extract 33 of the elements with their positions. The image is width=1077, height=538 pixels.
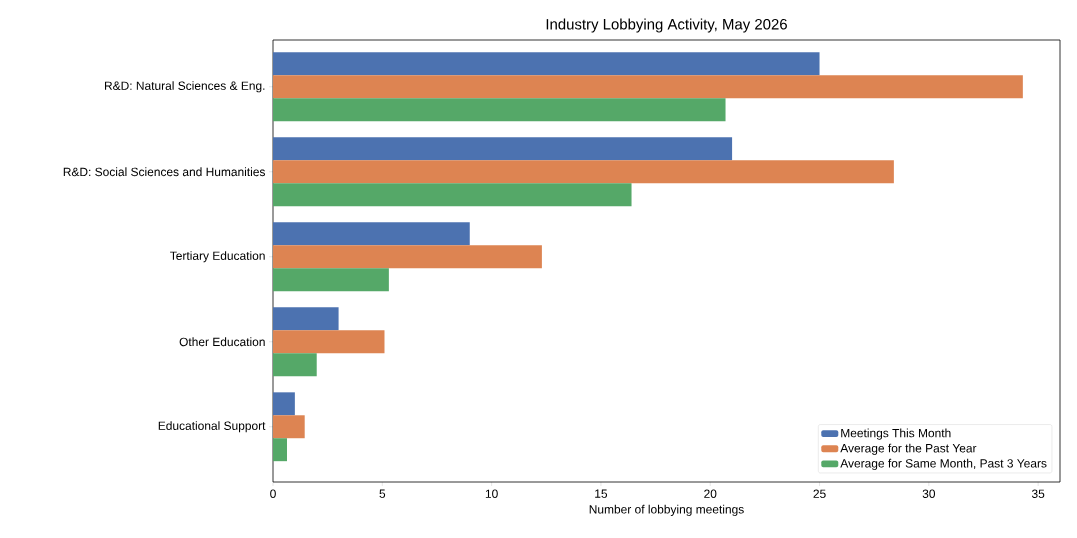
x-tick-label: 30	[922, 489, 936, 498]
bar	[273, 183, 632, 207]
y-tick-label: Tertiary Education	[170, 251, 265, 263]
x-tick-label: 0	[270, 489, 276, 498]
y-tick-label: Other Education	[179, 337, 265, 347]
legend-label: Average for Same Month, Past 3 Years	[840, 458, 1047, 470]
x-tick-label: 20	[704, 489, 717, 498]
x-tick-label: 15	[595, 489, 608, 498]
x-axis-title: Number of lobbying meetings	[589, 504, 744, 516]
x-tick-label: 25	[813, 489, 826, 498]
x-tick-label: 35	[1031, 489, 1045, 498]
bar	[273, 75, 1023, 99]
legend-label: Meetings This Month	[841, 428, 951, 440]
bar	[273, 222, 470, 246]
y-tick-label: Educational Support	[158, 421, 266, 433]
bar	[273, 52, 820, 76]
y-tick-label: R&D: Natural Sciences & Eng.	[105, 81, 265, 93]
legend-label: Average for the Past Year	[840, 443, 977, 455]
bar	[273, 438, 287, 462]
y-tick-label: R&D: Social Sciences and Humanities	[63, 167, 266, 177]
chart-title: Industry Lobbying Activity, May 2026	[546, 18, 787, 33]
bar	[273, 137, 733, 161]
bar	[273, 392, 295, 416]
bar	[273, 268, 389, 292]
x-tick-label: 10	[485, 489, 498, 498]
bar	[273, 160, 894, 184]
bar	[273, 98, 726, 122]
bar	[273, 353, 317, 377]
bar	[273, 307, 339, 331]
bar	[273, 330, 385, 354]
bar	[273, 245, 542, 269]
x-tick-label: 5	[379, 489, 386, 498]
bar	[273, 415, 305, 439]
